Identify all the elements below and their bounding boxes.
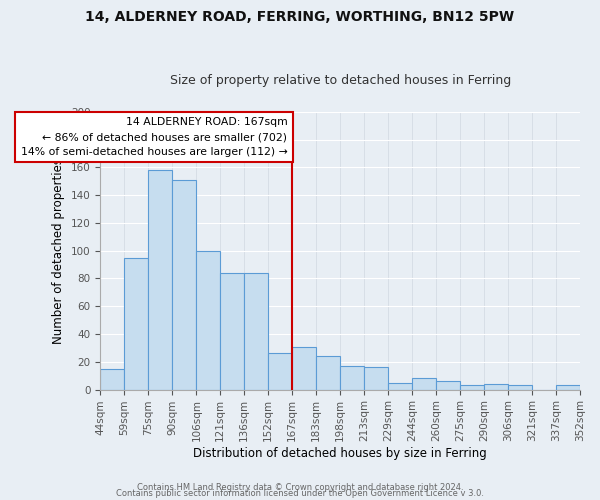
Bar — [508, 386, 532, 390]
Bar — [340, 366, 364, 390]
Bar — [292, 346, 316, 390]
Bar — [172, 180, 196, 390]
Bar — [196, 250, 220, 390]
Title: Size of property relative to detached houses in Ferring: Size of property relative to detached ho… — [170, 74, 511, 87]
Bar — [124, 258, 148, 390]
Text: Contains HM Land Registry data © Crown copyright and database right 2024.: Contains HM Land Registry data © Crown c… — [137, 484, 463, 492]
Bar — [388, 382, 412, 390]
Bar — [100, 369, 124, 390]
Bar — [364, 368, 388, 390]
X-axis label: Distribution of detached houses by size in Ferring: Distribution of detached houses by size … — [193, 447, 487, 460]
Bar — [268, 354, 292, 390]
Bar — [148, 170, 172, 390]
Text: 14, ALDERNEY ROAD, FERRING, WORTHING, BN12 5PW: 14, ALDERNEY ROAD, FERRING, WORTHING, BN… — [85, 10, 515, 24]
Text: Contains public sector information licensed under the Open Government Licence v : Contains public sector information licen… — [116, 490, 484, 498]
Text: 14 ALDERNEY ROAD: 167sqm
← 86% of detached houses are smaller (702)
14% of semi-: 14 ALDERNEY ROAD: 167sqm ← 86% of detach… — [20, 118, 287, 157]
Bar — [436, 382, 460, 390]
Bar — [316, 356, 340, 390]
Bar — [556, 386, 580, 390]
Bar — [244, 273, 268, 390]
Bar — [484, 384, 508, 390]
Bar — [412, 378, 436, 390]
Bar — [460, 386, 484, 390]
Bar — [220, 273, 244, 390]
Y-axis label: Number of detached properties: Number of detached properties — [52, 158, 65, 344]
